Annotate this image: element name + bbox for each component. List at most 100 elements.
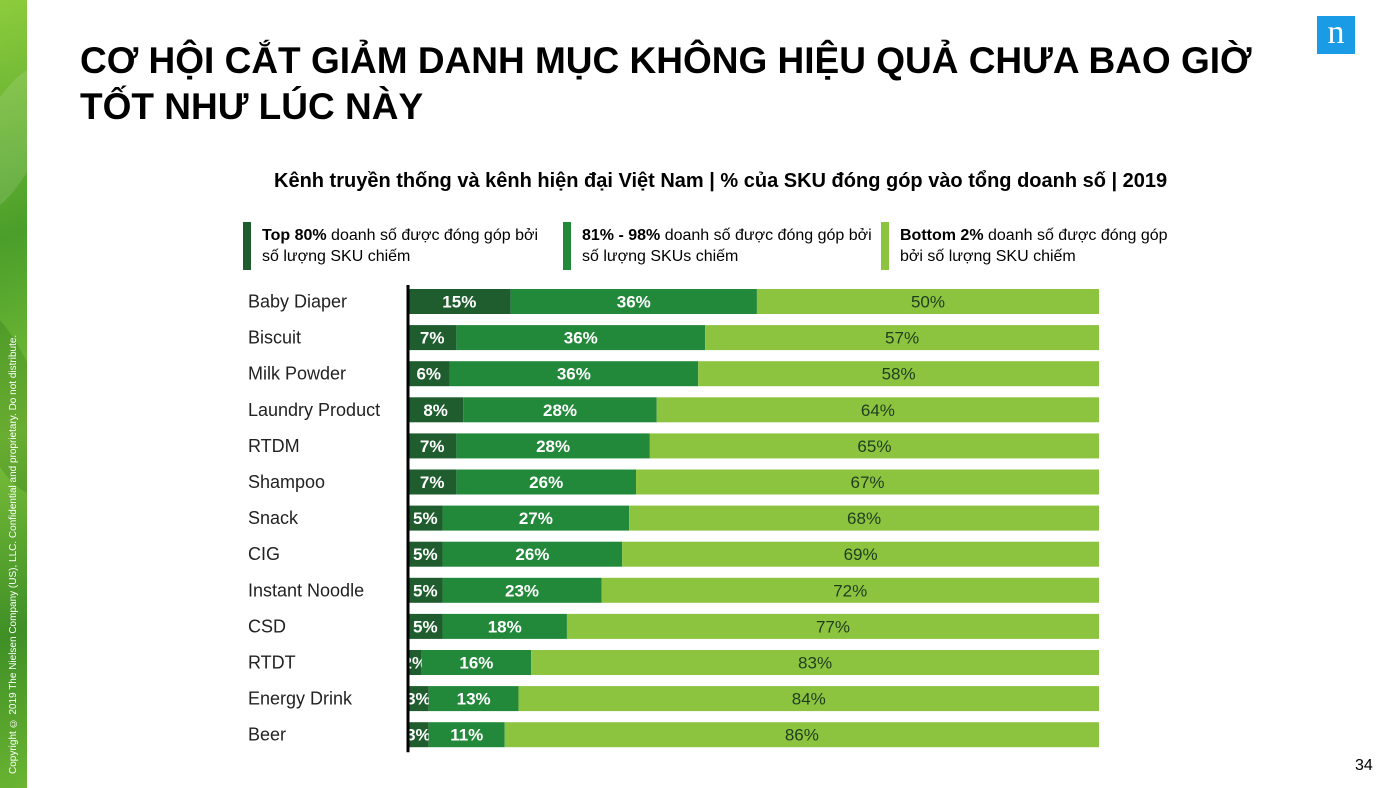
page-number: 34: [1355, 757, 1373, 774]
data-label: 5%: [413, 545, 438, 564]
data-label: 28%: [543, 401, 577, 420]
category-label: CSD: [248, 616, 286, 636]
category-label: Baby Diaper: [248, 292, 347, 312]
data-label: 65%: [857, 437, 891, 456]
data-label: 8%: [423, 401, 448, 420]
category-label: Energy Drink: [248, 689, 353, 709]
data-label: 16%: [459, 654, 493, 673]
data-label: 13%: [457, 690, 491, 709]
bar-segment: [408, 469, 457, 495]
bar-segment: [442, 613, 567, 639]
data-label: 36%: [557, 365, 591, 384]
bar-segment: [463, 397, 657, 423]
bar-segment: [442, 541, 623, 567]
data-label: 7%: [420, 437, 445, 456]
category-label: Shampoo: [248, 472, 325, 492]
category-label: RTDM: [248, 436, 300, 456]
bar-segment: [408, 505, 443, 531]
bar-segment: [408, 325, 457, 351]
bar-segment: [442, 577, 602, 603]
bar-segment: [408, 686, 429, 712]
bar-segment: [518, 686, 1099, 712]
data-label: 77%: [816, 617, 850, 636]
data-label: 36%: [617, 293, 651, 312]
bar-segment: [622, 541, 1099, 567]
category-label: RTDT: [248, 653, 296, 673]
bar-segment: [408, 397, 464, 423]
category-label: CIG: [248, 544, 280, 564]
bar-segment: [408, 361, 450, 387]
data-label: 5%: [413, 509, 438, 528]
category-label: Laundry Product: [248, 400, 380, 420]
bar-segment: [456, 325, 706, 351]
data-label: 11%: [450, 726, 483, 745]
data-label: 5%: [413, 617, 438, 636]
category-label: Biscuit: [248, 328, 301, 348]
bar-segment: [601, 577, 1099, 603]
bar-segment: [408, 433, 457, 459]
legend-swatch-mid: [563, 222, 571, 270]
data-label: 36%: [564, 329, 598, 348]
bar-segment: [510, 289, 757, 314]
bar-segment: [449, 361, 699, 387]
legend-label: Bottom 2% doanh số được đóng góp bởi số …: [900, 227, 1168, 265]
legend-swatch-dark: [243, 222, 251, 270]
bar-segment: [408, 289, 511, 314]
bar-segment: [428, 722, 505, 748]
data-label: 27%: [519, 509, 553, 528]
data-label: 26%: [529, 473, 563, 492]
data-label: 3%: [406, 726, 431, 745]
data-label: 84%: [792, 690, 826, 709]
data-label: 15%: [442, 293, 476, 312]
page-title: CƠ HỘI CẮT GIẢM DANH MỤC KHÔNG HIỆU QUẢ …: [80, 40, 1252, 127]
bar-segment: [421, 650, 532, 675]
data-label: 3%: [406, 690, 431, 709]
data-label: 6%: [416, 365, 441, 384]
bar-segment: [698, 361, 1099, 387]
data-label: 83%: [798, 654, 832, 673]
category-label: Beer: [248, 725, 286, 745]
bar-segment: [705, 325, 1099, 351]
data-label: 23%: [505, 581, 539, 600]
bar-segment: [408, 577, 443, 603]
nielsen-logo: n: [1317, 16, 1355, 54]
bar-segment: [566, 613, 1099, 639]
data-label: 26%: [515, 545, 549, 564]
data-label: 58%: [882, 365, 916, 384]
category-label: Instant Noodle: [248, 580, 364, 600]
bar-segment: [442, 505, 630, 531]
data-label: 50%: [911, 293, 945, 312]
data-label: 5%: [413, 581, 438, 600]
bar-segment: [629, 505, 1099, 531]
left-decorative-strip: Copyright © 2019 The Nielsen Company (US…: [0, 0, 27, 788]
data-label: 57%: [885, 329, 919, 348]
data-label: 7%: [420, 473, 445, 492]
bar-segment: [531, 650, 1099, 675]
bar-segment: [408, 613, 443, 639]
legend-label: Top 80% doanh số được đóng góp bởi số lư…: [262, 227, 539, 265]
bar-segment: [408, 650, 422, 675]
category-label: Milk Powder: [248, 364, 346, 384]
data-label: 72%: [833, 581, 867, 600]
category-label: Snack: [248, 508, 299, 528]
bar-segment: [428, 686, 519, 712]
legend-label: 81% - 98% doanh số được đóng góp bởi số …: [582, 227, 872, 265]
legend-swatch-light: [881, 222, 889, 270]
bar-segment: [636, 469, 1099, 495]
bar-segment: [756, 289, 1099, 314]
bar-segment: [408, 541, 443, 567]
data-label: 64%: [861, 401, 895, 420]
chart-subtitle: Kênh truyền thống và kênh hiện đại Việt …: [274, 170, 1168, 192]
bar-segment: [456, 433, 650, 459]
bar-segment: [656, 397, 1099, 423]
data-label: 28%: [536, 437, 570, 456]
data-label: 67%: [850, 473, 884, 492]
data-label: 68%: [847, 509, 881, 528]
bar-segment: [649, 433, 1099, 459]
bar-segment: [504, 722, 1099, 748]
data-label: 18%: [488, 617, 522, 636]
bar-segment: [408, 722, 429, 748]
data-label: 7%: [420, 329, 445, 348]
data-label: 86%: [785, 726, 819, 745]
